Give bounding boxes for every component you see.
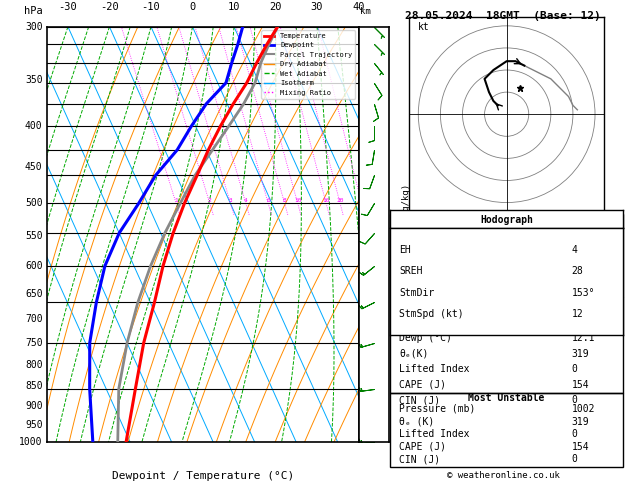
Text: 1002: 1002 [572,404,595,414]
Text: Hodograph: Hodograph [480,215,533,225]
Text: 28: 28 [572,234,583,244]
Bar [390,297,623,393]
Text: 1: 1 [360,401,365,410]
Text: Most Unstable: Most Unstable [468,393,545,403]
Text: θₑ(K): θₑ(K) [399,348,429,359]
Text: 650: 650 [25,289,43,298]
Text: 8: 8 [282,198,286,203]
Text: 30: 30 [311,2,323,12]
Text: θₑ (K): θₑ (K) [399,417,435,427]
Text: Dewpoint / Temperature (°C): Dewpoint / Temperature (°C) [112,471,294,481]
Text: 28: 28 [572,266,583,276]
Text: 0: 0 [572,454,577,465]
Text: 153°: 153° [572,288,595,297]
Text: 10: 10 [294,198,301,203]
Text: LCL: LCL [360,390,375,399]
Text: 2.62: 2.62 [572,285,595,295]
Text: 4: 4 [360,278,365,287]
Text: CAPE (J): CAPE (J) [399,380,447,390]
Text: 4: 4 [572,245,577,255]
Text: CIN (J): CIN (J) [399,454,440,465]
Text: Totals Totals: Totals Totals [399,260,476,269]
Text: ASL: ASL [360,28,376,37]
Text: Dewp (°C): Dewp (°C) [399,333,452,343]
Text: CAPE (J): CAPE (J) [399,442,447,452]
Text: SREH: SREH [399,266,423,276]
Text: 20.5: 20.5 [572,316,595,326]
Text: km: km [360,7,371,17]
Text: 0: 0 [189,2,196,12]
Text: 2: 2 [208,198,211,203]
Text: 0: 0 [572,429,577,439]
Text: 8: 8 [360,70,365,80]
Text: 1: 1 [174,198,178,203]
Text: 2: 2 [360,361,365,370]
Text: 850: 850 [25,381,43,391]
Text: 154: 154 [572,442,589,452]
Text: kt: kt [418,22,430,32]
Text: K: K [399,234,405,244]
Text: PW (cm): PW (cm) [399,285,440,295]
Text: 319: 319 [572,348,589,359]
Text: -20: -20 [100,2,119,12]
Text: 3: 3 [360,314,365,324]
Bar [390,393,623,467]
Text: 900: 900 [25,401,43,411]
Text: Mixing Ratio (g/kg): Mixing Ratio (g/kg) [403,183,411,286]
Text: 350: 350 [25,75,43,85]
Text: 6: 6 [266,198,270,203]
Text: Pressure (mb): Pressure (mb) [399,404,476,414]
Text: 4: 4 [244,198,248,203]
Text: 12: 12 [572,309,583,319]
Text: 0: 0 [572,395,577,405]
Text: -30: -30 [58,2,77,12]
Text: CIN (J): CIN (J) [399,395,440,405]
Text: 3: 3 [228,198,232,203]
Text: 12.1: 12.1 [572,333,595,343]
Text: 40: 40 [352,2,365,12]
Text: 700: 700 [25,314,43,324]
Text: -10: -10 [142,2,160,12]
Text: Lifted Index: Lifted Index [399,364,470,374]
Text: 750: 750 [25,338,43,348]
Text: 950: 950 [25,419,43,430]
Text: 154: 154 [572,380,589,390]
Text: 300: 300 [25,22,43,32]
Text: Temp (°C): Temp (°C) [399,316,452,326]
Text: StmSpd (kt): StmSpd (kt) [399,309,464,319]
Text: 5: 5 [360,244,365,253]
Text: 7: 7 [360,122,365,131]
Text: 20: 20 [269,2,282,12]
Text: 6: 6 [360,177,365,186]
Text: 16: 16 [322,198,330,203]
Text: 28: 28 [358,198,365,203]
Text: Lifted Index: Lifted Index [399,429,470,439]
Text: 319: 319 [572,417,589,427]
Text: 20: 20 [337,198,344,203]
Text: hPa: hPa [24,6,43,17]
Text: Surface: Surface [486,304,527,313]
Text: StmDir: StmDir [399,288,435,297]
Bar [390,214,623,297]
Text: 600: 600 [25,261,43,271]
Text: 47: 47 [572,260,583,269]
Text: 400: 400 [25,121,43,131]
Text: 28.05.2024  18GMT  (Base: 12): 28.05.2024 18GMT (Base: 12) [405,11,601,21]
Text: 500: 500 [25,198,43,208]
Text: 550: 550 [25,231,43,241]
Text: 0: 0 [572,364,577,374]
Text: 10: 10 [228,2,240,12]
Text: 1000: 1000 [19,437,43,447]
Text: 800: 800 [25,360,43,370]
Text: EH: EH [399,245,411,255]
Text: © weatheronline.co.uk: © weatheronline.co.uk [447,471,560,480]
Legend: Temperature, Dewpoint, Parcel Trajectory, Dry Adiabat, Wet Adiabat, Isotherm, Mi: Temperature, Dewpoint, Parcel Trajectory… [261,30,355,99]
Text: 450: 450 [25,162,43,172]
